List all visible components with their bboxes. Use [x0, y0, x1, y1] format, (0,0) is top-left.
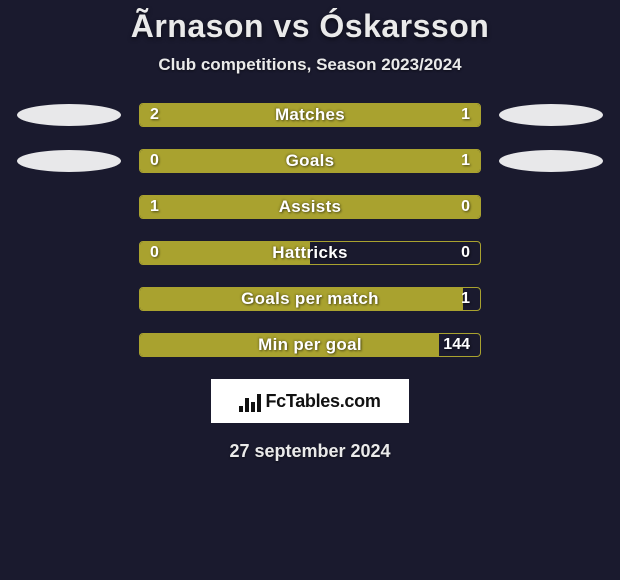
stat-bar: Goals per match1: [139, 287, 481, 311]
icon-bar: [239, 406, 243, 412]
stat-label: Assists: [140, 196, 480, 218]
icon-bar: [251, 402, 255, 412]
infographic-container: Ãrnason vs Óskarsson Club competitions, …: [0, 0, 620, 580]
stat-value-right: 1: [461, 150, 470, 172]
stat-row: Matches2 1: [0, 103, 620, 127]
stat-label: Goals: [140, 150, 480, 172]
stat-row: Min per goal144: [0, 333, 620, 357]
stat-value-right: 0: [461, 242, 470, 264]
stat-row: Goals per match1: [0, 287, 620, 311]
stat-label: Hattricks: [140, 242, 480, 264]
stats-rows: Matches21Goals01Assists10Hattricks00Goal…: [0, 103, 620, 357]
stat-label: Min per goal: [140, 334, 480, 356]
stat-row: Assists1 0: [0, 195, 620, 219]
stat-row: Goals0 1: [0, 149, 620, 173]
stat-bar: Min per goal144: [139, 333, 481, 357]
icon-bar: [257, 394, 261, 412]
stat-value-right: 1: [461, 288, 470, 310]
left-ellipse: [17, 104, 121, 126]
fctables-text: FcTables.com: [265, 391, 380, 412]
page-title: Ãrnason vs Óskarsson: [131, 8, 490, 45]
stat-row: Hattricks0 0: [0, 241, 620, 265]
right-ellipse: [499, 104, 603, 126]
stat-value-right: 144: [443, 334, 470, 356]
stat-value-left: 0: [150, 242, 159, 264]
right-ellipse: [499, 150, 603, 172]
stat-value-right: 0: [461, 196, 470, 218]
left-ellipse: [17, 150, 121, 172]
stat-label: Matches: [140, 104, 480, 126]
fctables-logo: FcTables.com: [211, 379, 409, 423]
subtitle: Club competitions, Season 2023/2024: [158, 55, 461, 75]
stat-label: Goals per match: [140, 288, 480, 310]
stat-bar: Assists1 0: [139, 195, 481, 219]
stat-bar: Goals0 1: [139, 149, 481, 173]
stat-bar: Matches2 1: [139, 103, 481, 127]
stat-bar: Hattricks0 0: [139, 241, 481, 265]
stat-value-left: 0: [150, 150, 159, 172]
stat-value-right: 1: [461, 104, 470, 126]
icon-bar: [245, 398, 249, 412]
stat-value-left: 1: [150, 196, 159, 218]
stat-value-left: 2: [150, 104, 159, 126]
fctables-bar-icon: [239, 390, 261, 412]
date-label: 27 september 2024: [229, 441, 390, 462]
